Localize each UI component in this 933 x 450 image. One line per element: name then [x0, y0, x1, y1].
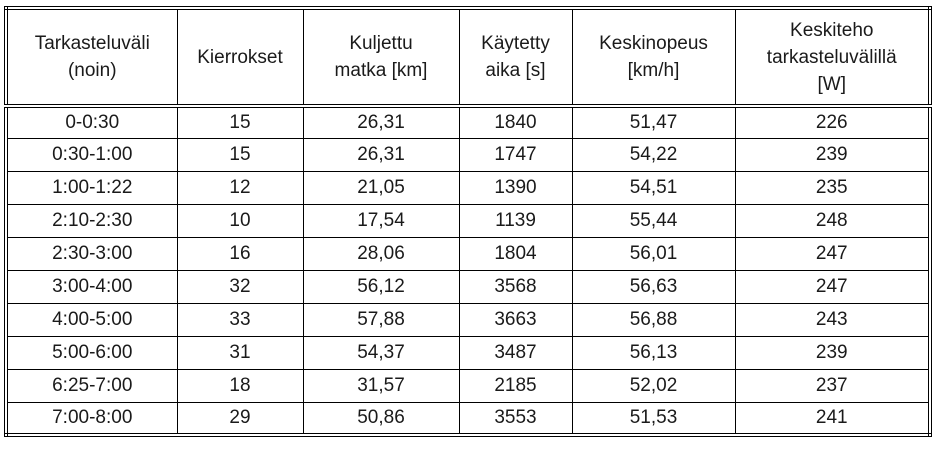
table-cell: 10: [176, 204, 304, 239]
table-row: 5:00-6:00 31 54,37 3487 56,13 239: [5, 335, 931, 370]
table-cell: 50,86: [302, 401, 460, 436]
header-text: Keskiteho: [790, 19, 874, 41]
header-cell: Kierrokset: [176, 7, 304, 108]
table-cell: 235: [734, 171, 931, 206]
table-cell: 26,31: [302, 105, 460, 140]
table-cell: 226: [734, 105, 931, 140]
data-table: Tarkasteluväli (noin) Kierrokset Kuljettu ma…: [4, 6, 932, 437]
header-text: [km/h]: [627, 60, 680, 81]
header-text: tarkasteluvälillä: [766, 46, 897, 68]
table-cell: 237: [734, 368, 931, 403]
table-cell: 54,51: [571, 171, 736, 206]
table-cell: 56,63: [571, 269, 736, 304]
table-cell: 6:25-7:00: [5, 368, 178, 403]
table-cell: 29: [176, 401, 304, 436]
header-cell: Tarkasteluväli (noin): [5, 7, 178, 108]
header-text: Kierrokset: [197, 46, 283, 68]
table-cell: 5:00-6:00: [5, 335, 178, 370]
table-row: 4:00-5:00 33 57,88 3663 56,88 243: [5, 302, 931, 337]
table-cell: 239: [734, 335, 931, 370]
table-cell: 56,88: [571, 302, 736, 337]
table-cell: 1804: [458, 237, 573, 271]
table-cell: 21,05: [302, 171, 460, 206]
table-cell: 3:00-4:00: [5, 269, 178, 304]
table-cell: 3568: [458, 269, 573, 304]
table-cell: 247: [734, 269, 931, 304]
table-cell: 15: [176, 138, 304, 173]
table-cell: 12: [176, 171, 304, 206]
table-cell: 51,53: [571, 401, 736, 436]
table-cell: 1390: [458, 171, 573, 206]
table-cell: 0:30-1:00: [5, 138, 178, 173]
table-cell: 54,22: [571, 138, 736, 173]
table-cell: 1:00-1:22: [5, 171, 178, 206]
table-row: 2:30-3:00 16 28,06 1804 56,01 247: [5, 237, 931, 271]
header-text: Tarkasteluväli: [34, 33, 150, 54]
table-cell: 51,47: [571, 105, 736, 140]
header-cell: Keskinopeus [km/h]: [571, 7, 736, 108]
table-cell: 16: [176, 237, 304, 271]
table-row: 2:10-2:30 10 17,54 1139 55,44 248: [5, 204, 931, 239]
table-row: 3:00-4:00 32 56,12 3568 56,63 247: [5, 269, 931, 304]
table-cell: 18: [176, 368, 304, 403]
table-cell: 248: [734, 204, 931, 239]
table-cell: 3487: [458, 335, 573, 370]
table-cell: 56,13: [571, 335, 736, 370]
table-row: 1:00-1:22 12 21,05 1390 54,51 235: [5, 171, 931, 206]
header-text: Käytetty: [481, 33, 550, 54]
table-cell: 31,57: [302, 368, 460, 403]
table-cell: 17,54: [302, 204, 460, 239]
table-cell: 26,31: [302, 138, 460, 173]
table-cell: 243: [734, 302, 931, 337]
table-cell: 247: [734, 237, 931, 271]
header-text: aika [s]: [485, 60, 546, 81]
header-row: Tarkasteluväli (noin) Kierrokset Kuljettu ma…: [5, 7, 931, 108]
header-text: Keskinopeus: [599, 33, 708, 54]
table-cell: 31: [176, 335, 304, 370]
table-cell: 28,06: [302, 237, 460, 271]
table-cell: 32: [176, 269, 304, 304]
table-cell: 4:00-5:00: [5, 302, 178, 337]
table-cell: 2:10-2:30: [5, 204, 178, 239]
table-row: 6:25-7:00 18 31,57 2185 52,02 237: [5, 368, 931, 403]
header-text: (noin): [67, 60, 117, 81]
header-cell: Keskiteho tarkasteluvälillä [W]: [734, 7, 931, 108]
header-text: [W]: [817, 73, 847, 95]
table-cell: 57,88: [302, 302, 460, 337]
table-cell: 0-0:30: [5, 105, 178, 140]
table-cell: 2185: [458, 368, 573, 403]
table-cell: 54,37: [302, 335, 460, 370]
table-cell: 2:30-3:00: [5, 237, 178, 271]
table-row: 0-0:30 15 26,31 1840 51,47 226: [5, 105, 931, 140]
table-body: 0-0:30 15 26,31 1840 51,47 226 0:30-1:00 15 26,3…: [5, 105, 931, 436]
table-row: 0:30-1:00 15 26,31 1747 54,22 239: [5, 138, 931, 173]
table-cell: 56,12: [302, 269, 460, 304]
table-cell: 52,02: [571, 368, 736, 403]
table-cell: 15: [176, 105, 304, 140]
table-container: Tarkasteluväli (noin) Kierrokset Kuljettu ma…: [4, 6, 932, 437]
table-cell: 55,44: [571, 204, 736, 239]
table-cell: 3553: [458, 401, 573, 436]
table-cell: 3663: [458, 302, 573, 337]
table-cell: 33: [176, 302, 304, 337]
table-row: 7:00-8:00 29 50,86 3553 51,53 241: [5, 401, 931, 436]
table-cell: 1840: [458, 105, 573, 140]
table-cell: 241: [734, 401, 931, 436]
table-cell: 1139: [458, 204, 573, 239]
header-cell: Kuljettu matka [km]: [302, 7, 460, 108]
table-cell: 7:00-8:00: [5, 401, 178, 436]
table-header: Tarkasteluväli (noin) Kierrokset Kuljettu ma…: [5, 7, 931, 108]
header-text: matka [km]: [334, 60, 428, 81]
header-cell: Käytetty aika [s]: [458, 7, 573, 108]
table-cell: 239: [734, 138, 931, 173]
header-text: Kuljettu: [349, 33, 413, 54]
table-cell: 56,01: [571, 237, 736, 271]
table-cell: 1747: [458, 138, 573, 173]
